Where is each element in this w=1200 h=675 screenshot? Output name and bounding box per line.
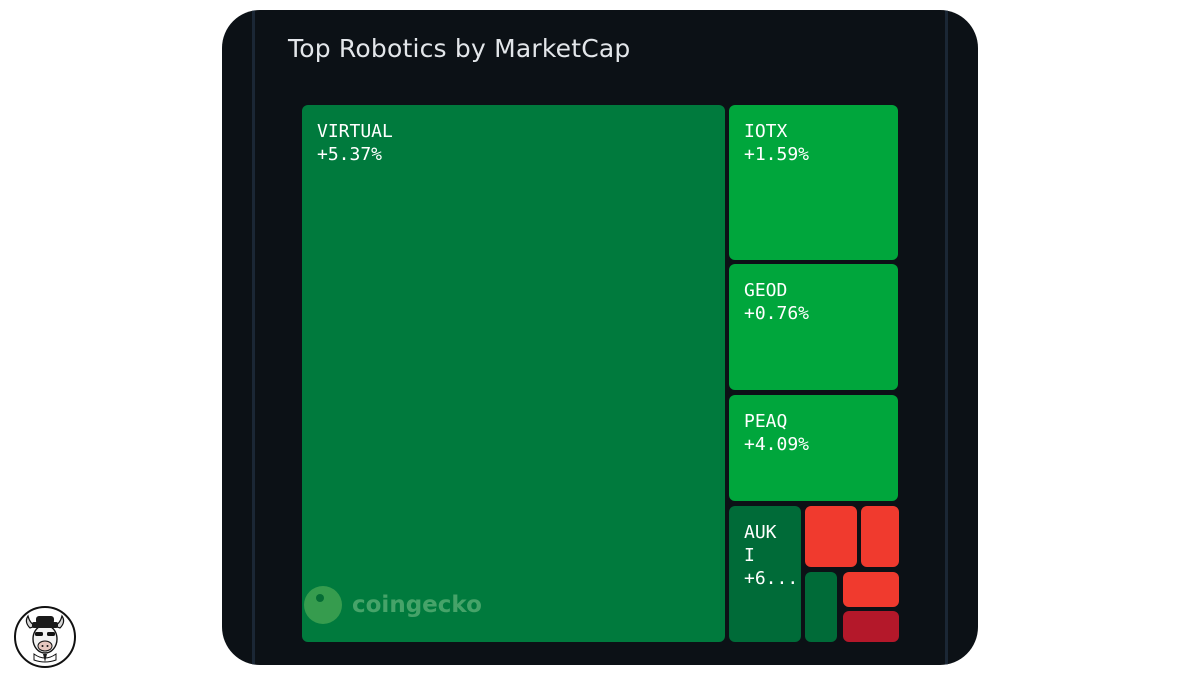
- tile-change: +5.37%: [317, 144, 383, 165]
- tile-symbol: IOTX: [744, 121, 788, 142]
- frame-line-right: [945, 10, 948, 665]
- treemap-tile-7[interactable]: [861, 506, 899, 567]
- frame-line-left: [252, 10, 255, 665]
- treemap-tile-virtual[interactable]: VIRTUAL +5.37%: [302, 105, 725, 642]
- bull-mascot-svg: [25, 614, 65, 663]
- treemap-tile-9[interactable]: [843, 572, 899, 607]
- treemap-tile-geod[interactable]: GEOD +0.76%: [729, 264, 898, 390]
- tile-change: +1.59%: [744, 144, 810, 165]
- tile-change: +6...: [744, 568, 799, 589]
- tile-symbol: VIRTUAL: [317, 121, 393, 142]
- treemap: VIRTUAL +5.37% IOTX +1.59% GEOD +0.76% PEAQ +4.…: [222, 10, 978, 665]
- treemap-tile-iotx[interactable]: IOTX +1.59%: [729, 105, 898, 260]
- chart-title: Top Robotics by MarketCap: [288, 34, 631, 63]
- tile-symbol: GEOD: [744, 280, 788, 301]
- watermark-text: coingecko: [352, 592, 482, 618]
- tile-change: +4.09%: [744, 434, 810, 455]
- tile-symbol: PEAQ: [744, 411, 788, 432]
- treemap-tile-peaq[interactable]: PEAQ +4.09%: [729, 395, 898, 501]
- coingecko-logo-icon: [304, 586, 342, 624]
- tile-symbol: AUK I: [744, 522, 777, 566]
- treemap-card: Top Robotics by MarketCap VIRTUAL +5.37% I…: [222, 10, 978, 665]
- tile-change: +0.76%: [744, 303, 810, 324]
- treemap-tile-8[interactable]: [805, 572, 837, 642]
- treemap-tile-auki[interactable]: AUK I +6...: [729, 506, 801, 642]
- treemap-tile-6[interactable]: [805, 506, 857, 567]
- bull-mascot-icon: [14, 606, 76, 668]
- watermark: coingecko: [304, 586, 482, 624]
- treemap-tile-10[interactable]: [843, 611, 899, 642]
